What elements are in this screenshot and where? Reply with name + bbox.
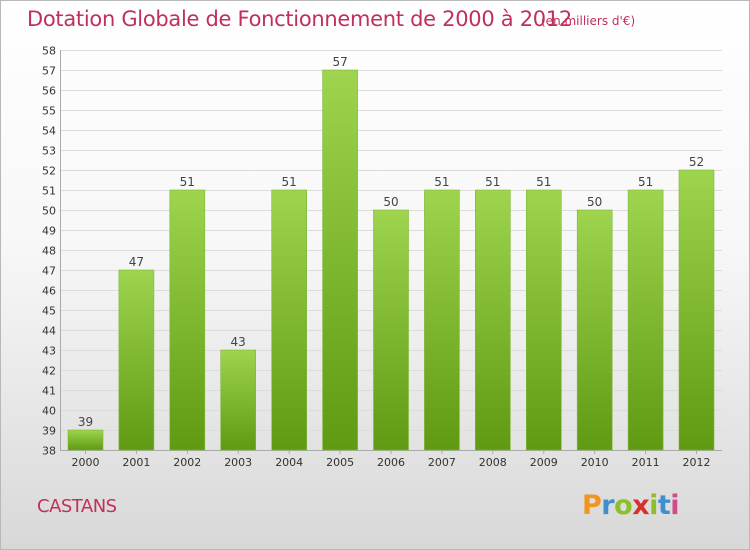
y-tick-label: 43	[42, 345, 56, 358]
y-tick-label: 52	[42, 165, 56, 178]
bar-2007	[424, 189, 460, 451]
value-label-2010: 50	[587, 195, 602, 209]
y-tick-label: 44	[42, 325, 56, 338]
y-tick-label: 40	[42, 405, 56, 418]
y-tick-label: 47	[42, 265, 56, 278]
value-label-2008: 51	[485, 175, 500, 189]
bar-2002	[169, 189, 206, 451]
bar-2004	[271, 189, 308, 451]
logo-letter: i	[670, 490, 680, 521]
y-tick-label: 45	[42, 305, 56, 318]
y-tick-label: 54	[42, 125, 56, 138]
x-tick-label-2009: 2009	[530, 456, 558, 469]
bar-2001	[118, 269, 155, 451]
logo-letter: x	[632, 490, 650, 521]
commune-name: CASTANS	[37, 496, 117, 517]
x-tick-label-2011: 2011	[632, 456, 660, 469]
bar-2011	[627, 189, 664, 451]
bar-2009	[525, 189, 562, 451]
bar-2003	[220, 349, 256, 451]
y-tick-label: 57	[42, 65, 56, 78]
x-tick-label-2004: 2004	[275, 456, 303, 469]
x-tick-label-2000: 2000	[72, 456, 100, 469]
value-label-2003: 43	[231, 335, 246, 349]
x-tick-label-2012: 2012	[683, 456, 711, 469]
value-label-2012: 52	[689, 155, 704, 169]
y-tick-label: 46	[42, 285, 56, 298]
x-tick-label-2007: 2007	[428, 456, 456, 469]
y-tick-label: 48	[42, 245, 56, 258]
y-tick-label: 55	[42, 105, 56, 118]
y-tick-label: 51	[42, 185, 56, 198]
y-tick-label: 56	[42, 85, 56, 98]
chart-subtitle: (en milliers d'€)	[541, 14, 636, 28]
bar-2005	[322, 69, 358, 451]
x-tick-label-2005: 2005	[326, 456, 354, 469]
logo-letter: i	[649, 490, 658, 521]
labels: 39 2000 47 2001 51 2002 43 2003 51 2004 57 2005 50 20…	[72, 55, 711, 469]
value-label-2006: 50	[383, 195, 398, 209]
logo-letter: r	[601, 490, 615, 521]
x-tick-label-2008: 2008	[479, 456, 507, 469]
x-tick-label-2006: 2006	[377, 456, 405, 469]
value-label-2000: 39	[78, 415, 93, 429]
logo-letter: t	[657, 490, 671, 521]
logo-letter: o	[614, 490, 633, 521]
x-tick-label-2010: 2010	[581, 456, 609, 469]
proxiti-logo: Proxiti	[582, 490, 680, 521]
bar-2000	[67, 429, 104, 451]
y-tick-label: 53	[42, 145, 56, 158]
y-tick-label: 58	[42, 45, 56, 58]
value-label-2002: 51	[180, 175, 195, 189]
value-label-2005: 57	[332, 55, 347, 69]
y-tick-label: 41	[42, 385, 56, 398]
y-tick-label: 38	[42, 445, 56, 458]
bar-2012	[678, 169, 715, 451]
value-label-2004: 51	[282, 175, 297, 189]
value-label-2007: 51	[434, 175, 449, 189]
axes: 38 39 40 41 42 43 44 45 46 47 48 49 50 51 52 53 54 55 56 57…	[42, 45, 722, 458]
y-tick-label: 49	[42, 225, 56, 238]
logo-letter: P	[582, 490, 602, 521]
bar-2008	[474, 189, 511, 451]
value-label-2001: 47	[129, 255, 144, 269]
bars	[67, 69, 715, 451]
y-tick-label: 42	[42, 365, 56, 378]
value-label-2009: 51	[536, 175, 551, 189]
x-tick-label-2001: 2001	[122, 456, 150, 469]
y-tick-label: 39	[42, 425, 56, 438]
bar-2010	[576, 209, 613, 451]
y-tick-label: 50	[42, 205, 56, 218]
x-tick-label-2003: 2003	[224, 456, 252, 469]
chart-title: Dotation Globale de Fonctionnement de 20…	[27, 7, 572, 31]
bar-2006	[373, 209, 409, 451]
x-tick-label-2002: 2002	[173, 456, 201, 469]
value-label-2011: 51	[638, 175, 653, 189]
